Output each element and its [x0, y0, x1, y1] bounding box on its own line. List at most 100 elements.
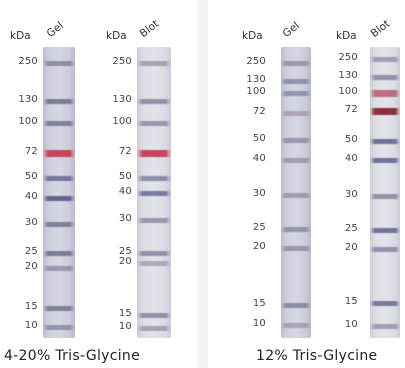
- band-15-kda: [43, 305, 75, 311]
- ladder-label-72: 72: [252, 106, 266, 117]
- ladder-label-130: 130: [246, 74, 266, 85]
- band-20-kda: [43, 265, 75, 271]
- band-15-kda: [370, 300, 400, 306]
- ladder-label-50: 50: [24, 171, 38, 182]
- band-20-kda: [137, 260, 171, 266]
- band-72-kda: [281, 110, 311, 116]
- band-15-kda: [137, 312, 171, 318]
- band-30-kda: [137, 217, 171, 223]
- band-100-kda: [370, 89, 400, 97]
- ladder-label-100: 100: [112, 116, 132, 127]
- band-25-kda: [43, 250, 75, 256]
- band-130-kda: [281, 78, 311, 84]
- kda-unit-label: kDa: [336, 30, 357, 42]
- band-72-kda: [137, 149, 171, 157]
- ladder-label-130: 130: [338, 70, 358, 81]
- ladder-label-20: 20: [24, 261, 38, 272]
- band-40-kda: [370, 157, 400, 163]
- band-25-kda: [370, 227, 400, 233]
- band-25-kda: [137, 250, 171, 256]
- ladder-label-250: 250: [338, 52, 358, 63]
- ladder-label-25: 25: [118, 246, 132, 257]
- ladder-label-40: 40: [252, 153, 266, 164]
- band-50-kda: [370, 138, 400, 144]
- band-25-kda: [281, 226, 311, 232]
- ladder-label-20: 20: [118, 256, 132, 267]
- band-100-kda: [137, 120, 171, 126]
- lane-strip-gel: [43, 47, 75, 338]
- band-50-kda: [137, 175, 171, 181]
- ladder-label-30: 30: [252, 188, 266, 199]
- ladder-label-72: 72: [344, 104, 358, 115]
- ladder-label-20: 20: [344, 242, 358, 253]
- ladder-label-15: 15: [344, 296, 358, 307]
- ladder-label-10: 10: [118, 321, 132, 332]
- ladder-label-250: 250: [246, 56, 266, 67]
- ladder-label-10: 10: [344, 319, 358, 330]
- ladder-label-20: 20: [252, 241, 266, 252]
- band-10-kda: [281, 322, 311, 328]
- band-30-kda: [43, 221, 75, 227]
- band-20-kda: [370, 246, 400, 252]
- ladder-label-100: 100: [246, 86, 266, 97]
- ladder-label-50: 50: [344, 134, 358, 145]
- panel-12-tris-glycine: 12% Tris-Glycine kDa Gel 250 130 100 72 50 40 30 2…: [208, 0, 405, 368]
- lane-name-blot: Blot: [368, 17, 393, 40]
- band-40-kda: [281, 157, 311, 163]
- band-250-kda: [43, 60, 75, 66]
- lane-strip-blot: [137, 47, 171, 338]
- kda-unit-label: kDa: [106, 30, 127, 42]
- panel-divider: [197, 0, 208, 368]
- lane-name-gel: Gel: [280, 19, 302, 40]
- band-10-kda: [43, 324, 75, 330]
- ladder-label-25: 25: [344, 223, 358, 234]
- band-40-kda: [43, 195, 75, 201]
- ladder-label-130: 130: [18, 94, 38, 105]
- ladder-label-25: 25: [252, 222, 266, 233]
- ladder-label-250: 250: [112, 56, 132, 67]
- kda-unit-label: kDa: [10, 30, 31, 42]
- ladder-label-50: 50: [118, 171, 132, 182]
- ladder-label-50: 50: [252, 133, 266, 144]
- band-50-kda: [281, 137, 311, 143]
- band-10-kda: [137, 325, 171, 331]
- ladder-label-72: 72: [24, 146, 38, 157]
- ladder-label-130: 130: [112, 94, 132, 105]
- ladder-label-15: 15: [118, 308, 132, 319]
- band-72-kda: [370, 107, 400, 115]
- band-30-kda: [281, 192, 311, 198]
- band-20-kda: [281, 245, 311, 251]
- band-250-kda: [370, 56, 400, 62]
- band-50-kda: [43, 175, 75, 181]
- band-15-kda: [281, 302, 311, 308]
- band-250-kda: [137, 60, 171, 66]
- band-130-kda: [43, 98, 75, 104]
- lane-name-gel: Gel: [44, 19, 66, 40]
- ladder-label-40: 40: [344, 153, 358, 164]
- ladder-label-25: 25: [24, 246, 38, 257]
- panel-caption: 4-20% Tris-Glycine: [4, 348, 141, 364]
- ladder-label-30: 30: [118, 213, 132, 224]
- band-250-kda: [281, 60, 311, 66]
- panel-4-20-tris-glycine: 4-20% Tris-Glycine kDa Gel 250 130 100 72 50 40 3…: [0, 0, 197, 368]
- ladder-label-72: 72: [118, 146, 132, 157]
- ladder-label-15: 15: [252, 298, 266, 309]
- lane-strip-blot: [370, 47, 400, 338]
- ladder-label-30: 30: [344, 189, 358, 200]
- lane-strip-gel: [281, 47, 311, 338]
- ladder-label-30: 30: [24, 217, 38, 228]
- lane-name-blot: Blot: [137, 17, 162, 40]
- band-72-kda: [43, 149, 75, 157]
- ladder-label-250: 250: [18, 56, 38, 67]
- band-40-kda: [137, 190, 171, 196]
- ladder-label-40: 40: [24, 191, 38, 202]
- ladder-label-100: 100: [18, 116, 38, 127]
- band-100-kda: [281, 90, 311, 96]
- kda-unit-label: kDa: [242, 30, 263, 42]
- ladder-label-40: 40: [118, 186, 132, 197]
- band-130-kda: [137, 98, 171, 104]
- panel-caption: 12% Tris-Glycine: [256, 348, 378, 364]
- ladder-label-10: 10: [24, 320, 38, 331]
- ladder-label-10: 10: [252, 318, 266, 329]
- band-30-kda: [370, 193, 400, 199]
